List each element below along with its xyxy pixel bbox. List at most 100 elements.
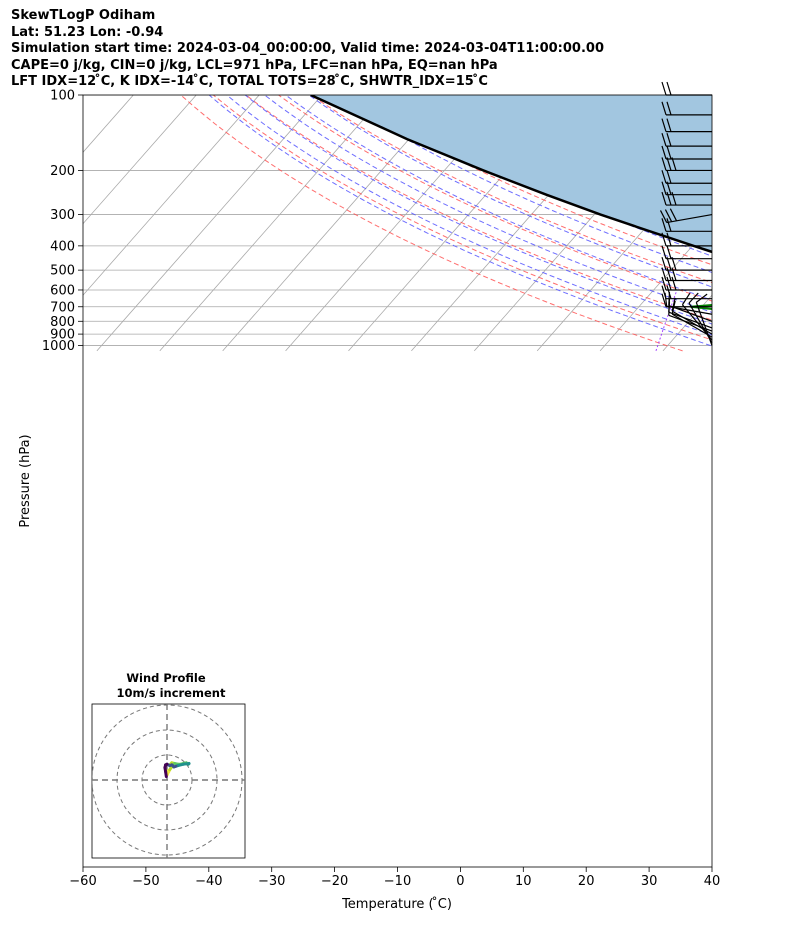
barb-feather <box>666 118 672 132</box>
isotherm-line <box>599 223 712 352</box>
isotherm-line <box>83 95 260 296</box>
barb-feather <box>661 218 667 232</box>
x-tick-label: −30 <box>258 874 285 889</box>
barb-feather <box>671 256 677 271</box>
wind-barb <box>661 101 712 116</box>
wind-barb <box>661 218 712 232</box>
moist-adiabat <box>285 95 712 301</box>
dry-adiabat <box>212 95 712 341</box>
station-title: SkewTLogP Odiham <box>11 8 156 23</box>
stability-indices-2: LFT IDX=12 ̊C, K IDX=-14 ̊C, TOTAL TOTS=… <box>11 74 488 90</box>
chart-header: SkewTLogP Odiham Lat: 51.23 Lon: -0.94 S… <box>11 8 604 91</box>
y-tick-label: 200 <box>50 164 75 179</box>
barb-feather <box>671 276 677 291</box>
profile-lines <box>310 95 712 310</box>
x-tick-label: −40 <box>195 874 222 889</box>
barb-feather <box>659 210 668 223</box>
barb-feather <box>666 256 672 271</box>
barb-feather <box>661 181 667 195</box>
barb-feather <box>666 81 672 96</box>
isotherm-line <box>789 95 794 351</box>
barb-feather <box>661 170 667 184</box>
dry-adiabat <box>310 95 712 284</box>
stability-indices-1: CAPE=0 j/kg, CIN=0 j/kg, LCL=971 hPa, LF… <box>11 57 498 73</box>
wind-barb <box>661 81 712 96</box>
x-tick-label: 30 <box>641 874 658 889</box>
inset-subtitle: 10m/s increment <box>117 686 226 700</box>
barb-feather <box>666 218 672 232</box>
dry-adiabat <box>180 95 683 352</box>
barb-feather <box>666 245 672 259</box>
wind-barb <box>661 245 712 260</box>
x-tick-label: −60 <box>69 874 96 889</box>
y-tick-label: 500 <box>50 264 75 279</box>
barb-feather <box>666 157 672 171</box>
barb-feather <box>661 132 667 147</box>
barb-feather <box>666 232 672 247</box>
moist-adiabat <box>334 95 712 274</box>
wind-barb <box>661 276 712 291</box>
barb-staff <box>671 310 713 335</box>
wind-barb <box>661 118 712 133</box>
barb-feather <box>669 208 678 222</box>
barb-feather <box>661 101 667 116</box>
station-location: Lat: 51.23 Lon: -0.94 <box>11 24 164 40</box>
wind-barb <box>661 157 712 172</box>
barb-staff <box>668 314 713 332</box>
mixing-ratio-line <box>745 290 761 351</box>
mixing-ratio-line <box>655 289 678 352</box>
x-tick-label: 0 <box>456 874 464 889</box>
x-tick-label: −50 <box>132 874 159 889</box>
isotherm-line <box>726 95 794 351</box>
moist-adiabat <box>226 95 712 336</box>
wind-profile-inset: Wind Profile 10m/s increment <box>91 671 246 859</box>
barb-feather <box>671 157 677 171</box>
barb-feather <box>666 285 672 299</box>
barb-feather <box>661 256 667 271</box>
barb-feather <box>666 170 672 184</box>
wind-barb <box>661 170 712 184</box>
barb-staff <box>666 213 713 224</box>
barb-feather <box>661 81 667 96</box>
moist-adiabat <box>308 95 712 288</box>
barb-feather <box>661 191 667 206</box>
barb-feather <box>661 285 667 299</box>
y-axis-label: Pressure (hPa) <box>18 434 33 527</box>
x-tick-label: −20 <box>321 874 348 889</box>
y-tick-label: 1000 <box>42 339 75 354</box>
wind-barb <box>661 293 712 308</box>
y-tick-label: 800 <box>50 315 75 330</box>
barb-staff <box>666 305 713 315</box>
barb-feather <box>661 232 667 247</box>
x-tick-label: 40 <box>704 874 721 889</box>
y-tick-label: 400 <box>50 239 75 254</box>
dry-adiabat <box>245 95 712 321</box>
hodograph-segment <box>164 770 168 779</box>
barb-feather <box>661 276 667 291</box>
wind-barb <box>661 132 712 147</box>
moist-adiabat <box>244 95 712 325</box>
barb-feather <box>661 145 667 160</box>
wind-barb <box>661 285 712 300</box>
y-tick-label: 100 <box>50 89 75 104</box>
y-tick-label: 300 <box>50 208 75 223</box>
axes: −60 −50 −40 −30 −20 −10 0 10 20 30 40 1000900800700… <box>42 89 720 890</box>
x-axis-label: Temperature ( ̊C) <box>341 896 452 912</box>
isotherm-line <box>83 95 134 153</box>
barb-feather <box>666 101 672 116</box>
barb-feather <box>661 267 667 281</box>
barb-staff <box>668 311 713 329</box>
isotherm-line <box>96 95 323 352</box>
barb-feather <box>666 145 672 160</box>
y-tick-label: 600 <box>50 283 75 298</box>
y-tick-label: 700 <box>50 300 75 315</box>
wind-barb <box>661 232 712 247</box>
isotherm-line <box>83 95 197 225</box>
wind-barb <box>661 145 712 160</box>
inset-title: Wind Profile <box>126 671 206 685</box>
x-tick-label: −10 <box>384 874 411 889</box>
wind-barb <box>661 181 712 196</box>
barb-feather <box>664 209 673 222</box>
wind-barb <box>671 297 713 335</box>
